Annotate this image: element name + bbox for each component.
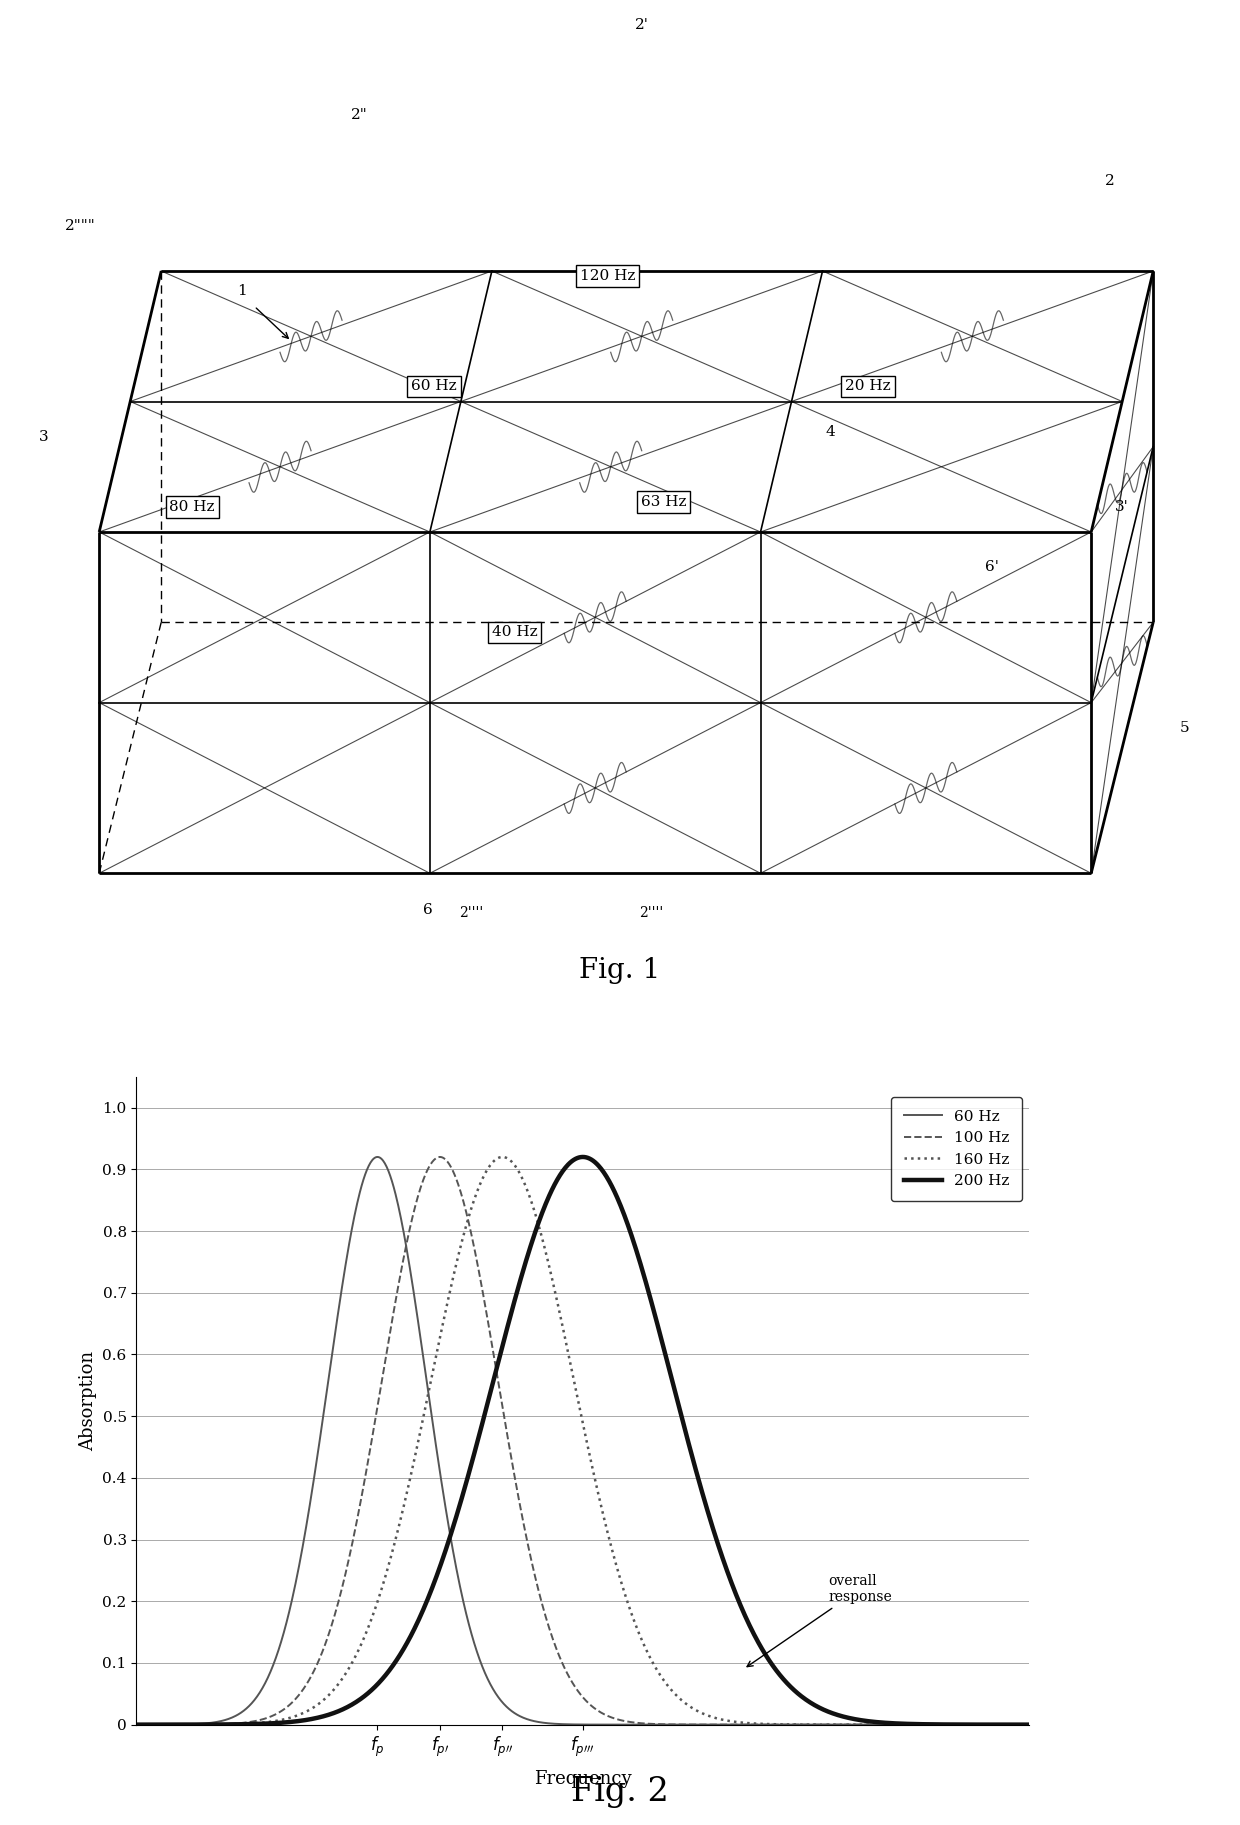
Text: 3: 3 [38,429,48,443]
Text: 20 Hz: 20 Hz [846,380,890,394]
Text: 2: 2 [1105,173,1115,188]
Text: 2': 2' [635,18,650,33]
Text: 2'''': 2'''' [459,907,484,920]
Text: 63 Hz: 63 Hz [641,495,686,509]
Text: Fig. 1: Fig. 1 [579,956,661,984]
Text: 2'''': 2'''' [639,907,663,920]
Text: 2""": 2""" [66,219,95,234]
X-axis label: Frequency: Frequency [534,1770,631,1788]
Text: 40 Hz: 40 Hz [492,626,537,639]
Y-axis label: Absorption: Absorption [79,1350,97,1451]
Text: 4: 4 [826,425,836,438]
Text: 5: 5 [1179,721,1189,735]
Text: 1: 1 [237,285,247,297]
Text: 3': 3' [1115,500,1130,515]
Text: 80 Hz: 80 Hz [170,500,215,515]
Text: overall
response: overall response [746,1573,892,1666]
Text: Fig. 2: Fig. 2 [572,1776,668,1809]
Text: 6: 6 [423,903,433,918]
Text: 6': 6' [985,560,999,575]
Text: 60 Hz: 60 Hz [412,380,456,394]
Text: 2": 2" [351,108,368,122]
Legend: 60 Hz, 100 Hz, 160 Hz, 200 Hz: 60 Hz, 100 Hz, 160 Hz, 200 Hz [892,1097,1022,1201]
Text: 120 Hz: 120 Hz [580,268,635,283]
